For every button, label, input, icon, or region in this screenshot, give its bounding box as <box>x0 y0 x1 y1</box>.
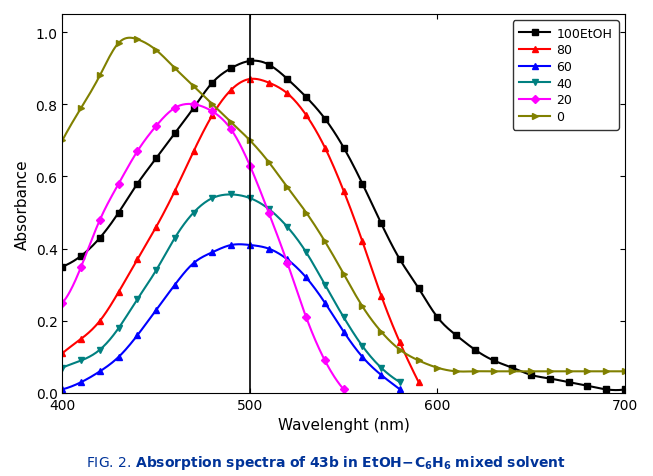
X-axis label: Wavelenght (nm): Wavelenght (nm) <box>278 417 409 433</box>
Text: FIG. 2. $\mathbf{Absorption\ spectra\ of\ 43b\ in\ EtOH\!-\!C_6H_6\ mixed\ solve: FIG. 2. $\mathbf{Absorption\ spectra\ of… <box>86 453 567 471</box>
Y-axis label: Absorbance: Absorbance <box>15 159 30 249</box>
Legend: 100EtOH, 80, 60, 40, 20, 0: 100EtOH, 80, 60, 40, 20, 0 <box>513 21 618 130</box>
